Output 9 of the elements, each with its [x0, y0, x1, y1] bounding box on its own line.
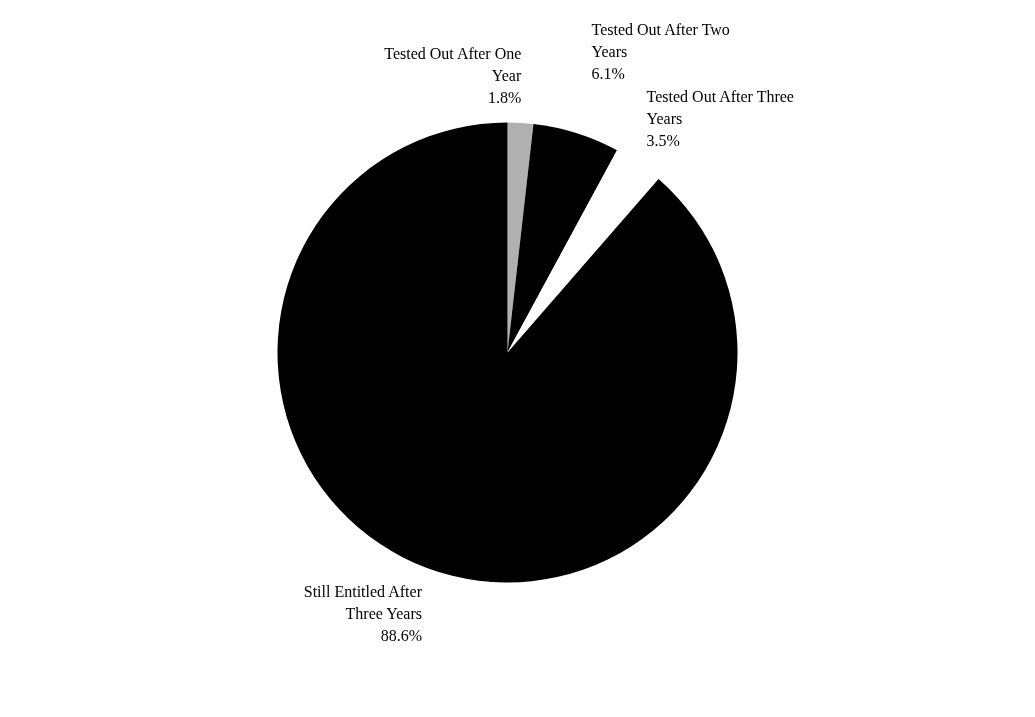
- data-label: 1.8%: [487, 88, 522, 106]
- data-label: 88.6%: [380, 627, 422, 645]
- slice-label: Tested Out After One Year: [384, 44, 522, 84]
- pie-slice: [277, 122, 738, 583]
- slice-label: Tested Out After Two Years: [591, 21, 730, 61]
- slice-label: Still Entitled After Three Years: [303, 583, 423, 623]
- slice-label: Tested Out After Three Years: [646, 87, 794, 127]
- data-label: 6.1%: [591, 65, 625, 83]
- data-label: 3.5%: [646, 131, 680, 149]
